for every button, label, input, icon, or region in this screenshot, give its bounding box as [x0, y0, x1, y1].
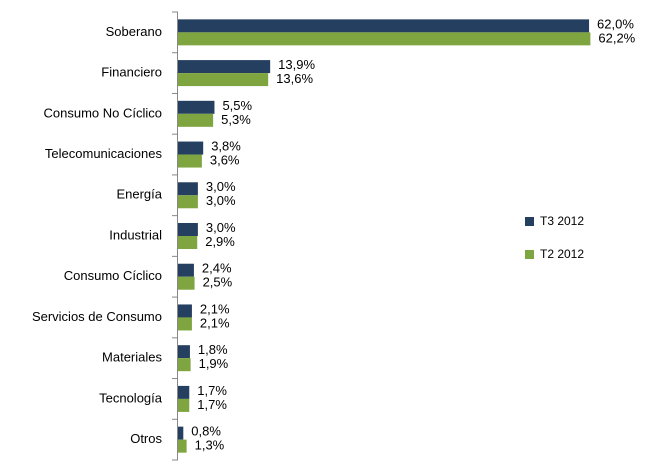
legend-swatch [525, 250, 534, 259]
category-label: Telecomunicaciones [45, 146, 163, 161]
legend-swatch [525, 217, 534, 226]
value-label: 13,6% [276, 71, 313, 86]
value-label: 5,5% [222, 98, 252, 113]
category-label: Consumo Cíclico [64, 268, 162, 283]
bar [178, 426, 184, 440]
bar [178, 398, 190, 412]
value-label: 1,7% [197, 383, 227, 398]
value-label: 2,5% [203, 275, 233, 290]
value-label: 0,8% [191, 424, 221, 439]
bar [178, 263, 194, 277]
bar [178, 358, 191, 372]
legend-label: T2 2012 [540, 247, 584, 261]
value-label: 1,8% [198, 342, 228, 357]
bar [178, 154, 202, 168]
value-label: 2,1% [200, 315, 230, 330]
bar [178, 236, 198, 249]
value-label: 5,3% [221, 112, 251, 127]
legend-label: T3 2012 [540, 214, 584, 228]
bar [178, 182, 198, 196]
category-label: Industrial [109, 227, 162, 242]
bar [178, 141, 204, 155]
category-label: Financiero [101, 65, 162, 80]
value-label: 2,1% [200, 301, 230, 316]
value-label: 62,2% [598, 30, 635, 45]
value-label: 13,9% [278, 57, 315, 72]
bar [178, 100, 215, 114]
category-label: Servicios de Consumo [32, 309, 162, 324]
bar [178, 304, 192, 318]
value-label: 3,0% [206, 220, 236, 235]
bar [178, 385, 190, 399]
value-label: 2,9% [205, 234, 235, 249]
value-label: 1,7% [197, 397, 227, 412]
value-label: 3,6% [210, 152, 240, 167]
value-label: 2,4% [202, 261, 232, 276]
value-label: 62,0% [597, 16, 634, 31]
bar [178, 32, 591, 46]
bar [178, 195, 198, 209]
bar [178, 60, 271, 74]
bar [178, 276, 195, 290]
value-label: 1,3% [195, 438, 225, 453]
value-label: 3,8% [211, 138, 241, 153]
category-label: Otros [130, 431, 162, 446]
category-label: Materiales [102, 350, 162, 365]
value-label: 3,0% [206, 179, 236, 194]
value-label: 3,0% [206, 193, 236, 208]
bar [178, 113, 214, 127]
bar [178, 19, 590, 33]
category-label: Consumo No Cíclico [44, 105, 163, 120]
category-label: Soberano [106, 24, 162, 39]
bar [178, 223, 198, 236]
bar [178, 73, 269, 87]
value-label: 1,9% [199, 356, 229, 371]
bar [178, 439, 187, 453]
bar [178, 317, 192, 331]
category-label: Tecnología [99, 390, 163, 405]
bar [178, 345, 190, 359]
category-label: Energía [116, 187, 162, 202]
